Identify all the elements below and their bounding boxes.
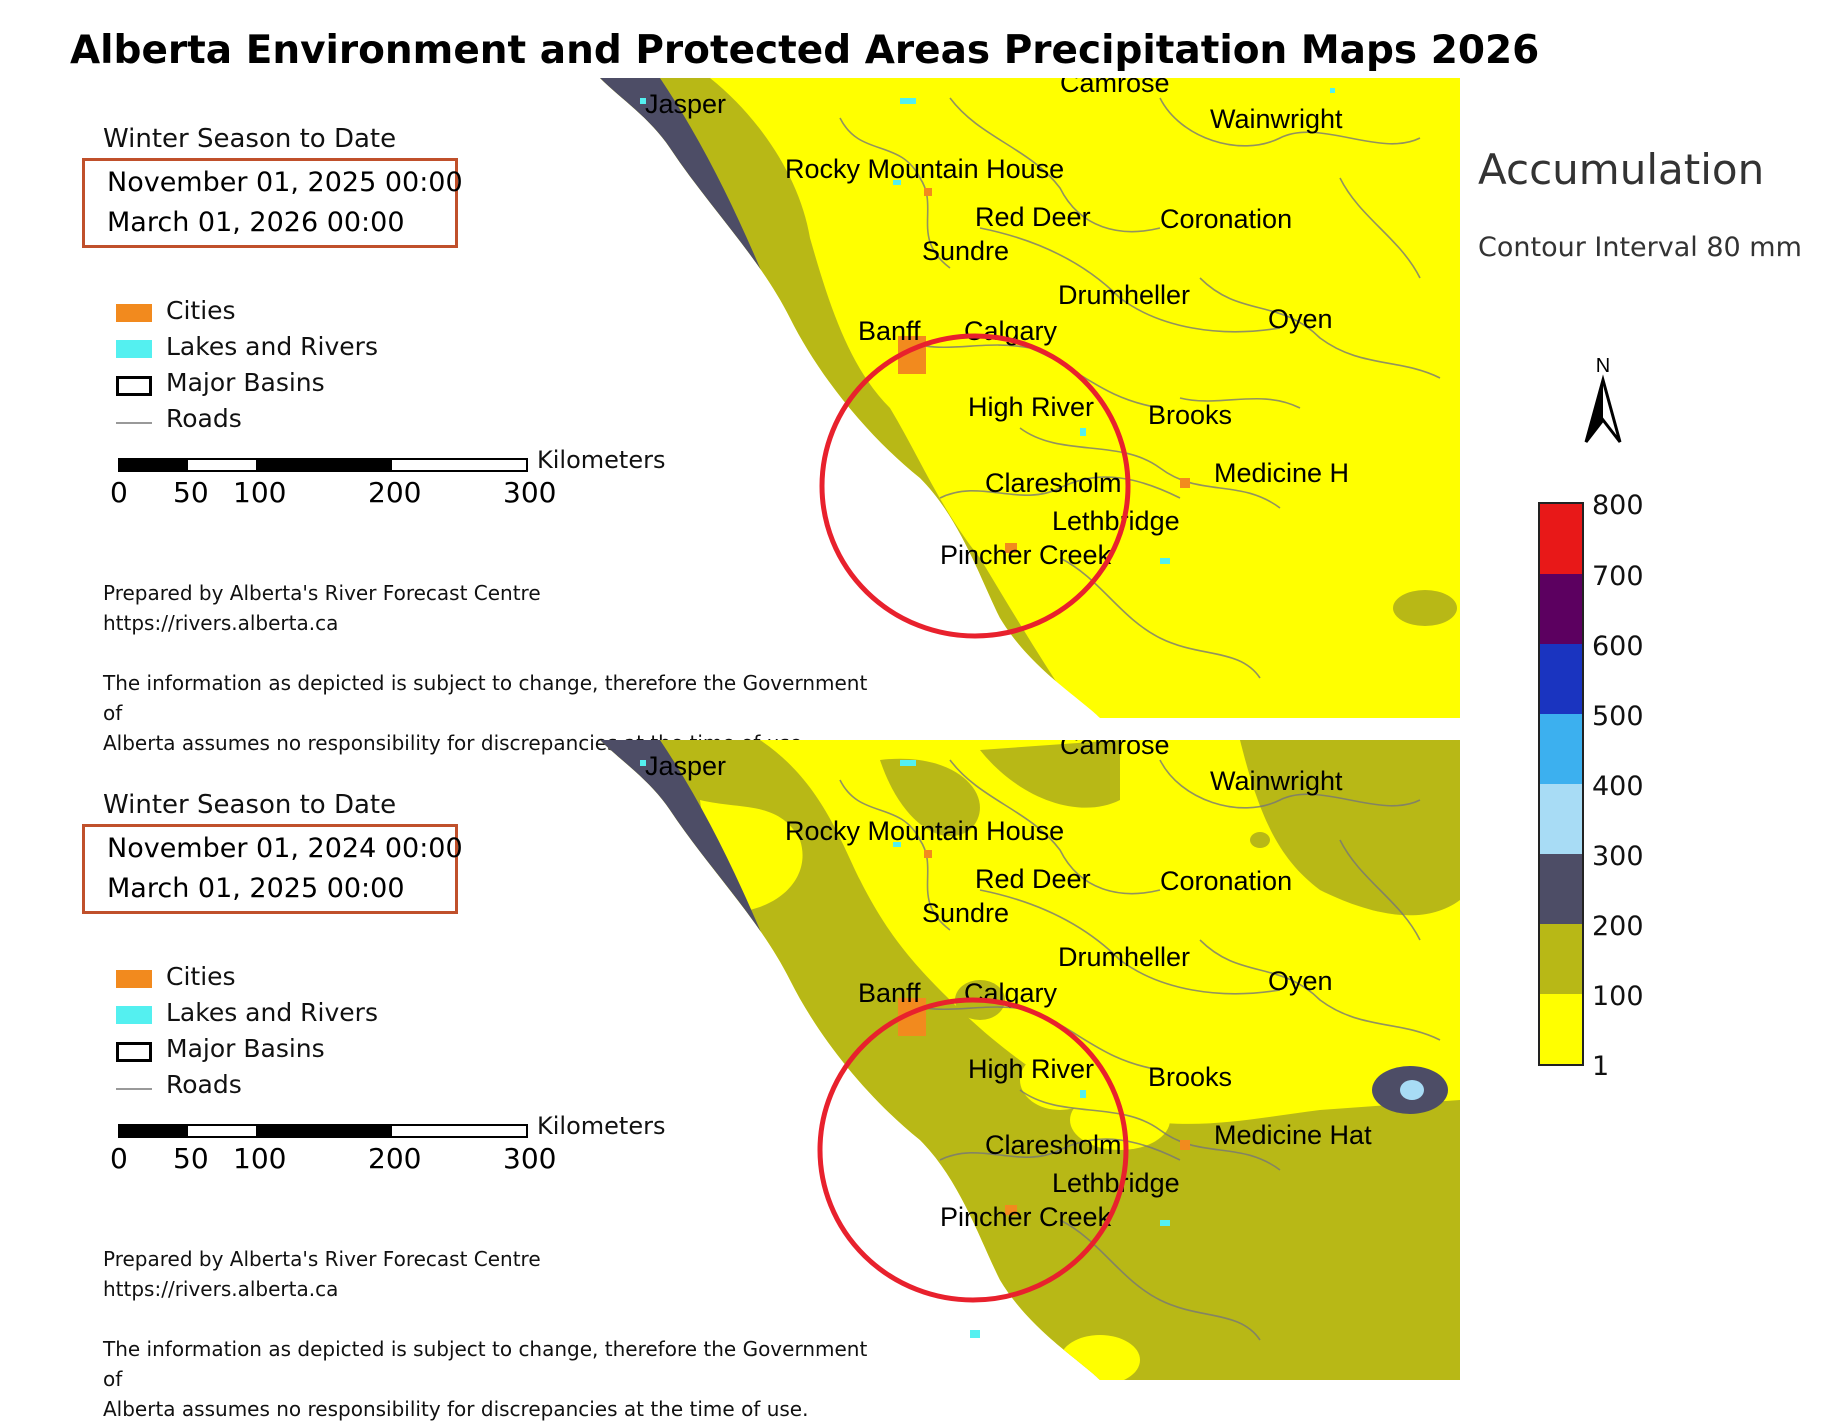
map-label: Wainwright: [1210, 104, 1343, 134]
end-date: March 01, 2026 00:00: [107, 207, 405, 238]
end-date: March 01, 2025 00:00: [107, 873, 405, 904]
credits: Prepared by Alberta's River Forecast Cen…: [103, 1244, 541, 1304]
credits: Prepared by Alberta's River Forecast Cen…: [103, 578, 541, 638]
lake-swatch-icon: [116, 340, 152, 358]
map-label: Drumheller: [1058, 942, 1190, 972]
highlight-circle: [817, 997, 1129, 1303]
map-label: High River: [968, 392, 1094, 422]
disclaimer: The information as depicted is subject t…: [103, 1337, 868, 1421]
map-label: Jasper: [645, 89, 726, 119]
scale-tick: 300: [503, 1142, 557, 1175]
scale-bar: [118, 1124, 528, 1138]
scale-tick: 300: [503, 476, 557, 509]
date-range-box: November 01, 2025 00:00 March 01, 2026 0…: [82, 158, 463, 248]
map-label: Pincher Creek: [940, 540, 1112, 570]
color-class-700-800: [1540, 504, 1582, 574]
date-range-box: November 01, 2024 00:00 March 01, 2025 0…: [82, 824, 463, 914]
map-label: Rocky Mountain House: [785, 816, 1064, 846]
color-bar-label: 400: [1592, 771, 1644, 802]
map-label: Rocky Mountain House: [785, 154, 1064, 184]
scale-tick: 50: [173, 1142, 209, 1175]
map-label: Sundre: [922, 898, 1009, 928]
city-swatch-icon: [116, 304, 152, 322]
color-bar-label: 800: [1592, 490, 1644, 521]
scale-unit: Kilometers: [537, 446, 666, 474]
map-panel-2026: Winter Season to Date November 01, 2025 …: [0, 78, 1460, 755]
basin-box-icon: [116, 1042, 152, 1062]
color-class-1-100: [1540, 994, 1582, 1064]
page-title: Alberta Environment and Protected Areas …: [70, 28, 1540, 73]
scale-tick: 200: [368, 476, 422, 509]
map-label: Banff: [858, 978, 921, 1008]
color-bar-label: 300: [1592, 841, 1644, 872]
precipitation-map-2025: Jasper Camrose Wainwright Rocky Mountain…: [560, 740, 1460, 1380]
map-label: Red Deer: [975, 202, 1091, 232]
map-label: Coronation: [1160, 204, 1292, 234]
lake-swatch-icon: [116, 1006, 152, 1024]
map-label: Jasper: [645, 751, 726, 781]
start-date: November 01, 2025 00:00: [107, 167, 463, 198]
source-link[interactable]: https://rivers.alberta.ca: [103, 611, 339, 635]
color-class-600-700: [1540, 574, 1582, 644]
map-label: Lethbridge: [1052, 506, 1180, 536]
scale-tick: 0: [110, 476, 128, 509]
map-label: Medicine Hat: [1214, 1120, 1372, 1150]
scale-tick: 0: [110, 1142, 128, 1175]
color-class-200-300: [1540, 854, 1582, 924]
scale-bar: [118, 458, 528, 472]
source-link[interactable]: https://rivers.alberta.ca: [103, 1277, 339, 1301]
disclaimer: The information as depicted is subject t…: [103, 671, 868, 755]
map-label: Banff: [858, 316, 921, 346]
map-panel-2025: Winter Season to Date November 01, 2024 …: [0, 740, 1460, 1421]
highlight-circle: [819, 333, 1131, 639]
scale-unit: Kilometers: [537, 1112, 666, 1140]
scale-tick: 100: [233, 476, 287, 509]
map-label: Claresholm: [985, 468, 1122, 498]
road-line-icon: [116, 1088, 152, 1090]
map-label: Brooks: [1148, 400, 1232, 430]
start-date: November 01, 2024 00:00: [107, 833, 463, 864]
scale-tick: 100: [233, 1142, 287, 1175]
map-label: High River: [968, 1054, 1094, 1084]
map-label: Brooks: [1148, 1062, 1232, 1092]
map-label: Medicine H: [1214, 458, 1349, 488]
season-label: Winter Season to Date: [103, 790, 397, 820]
color-bar-label: 700: [1592, 561, 1644, 592]
scale-tick: 50: [173, 476, 209, 509]
color-class-500-600: [1540, 644, 1582, 714]
accumulation-color-bar: [1538, 502, 1584, 1066]
precipitation-map-2026: Jasper Camrose Wainwright Rocky Mountain…: [560, 78, 1460, 718]
basin-box-icon: [116, 376, 152, 396]
color-bar-label: 500: [1592, 701, 1644, 732]
color-bar-label: 200: [1592, 911, 1644, 942]
north-label: N: [1596, 356, 1610, 377]
city-swatch-icon: [116, 970, 152, 988]
color-bar-label: 100: [1592, 981, 1644, 1012]
map-label: Oyen: [1268, 966, 1333, 996]
color-bar-label: 600: [1592, 631, 1644, 662]
map-label: Camrose: [1060, 740, 1170, 760]
map-label: Drumheller: [1058, 280, 1190, 310]
map-label: Camrose: [1060, 78, 1170, 98]
color-bar-label: 1: [1592, 1051, 1610, 1082]
map-label: Oyen: [1268, 304, 1333, 334]
map-label: Coronation: [1160, 866, 1292, 896]
contour-interval: Contour Interval 80 mm: [1478, 232, 1802, 263]
accumulation-title: Accumulation: [1478, 145, 1765, 194]
color-class-400-500: [1540, 714, 1582, 784]
color-class-300-400: [1540, 784, 1582, 854]
scale-tick: 200: [368, 1142, 422, 1175]
road-line-icon: [116, 422, 152, 424]
map-label: Lethbridge: [1052, 1168, 1180, 1198]
color-class-100-200: [1540, 924, 1582, 994]
map-label: Sundre: [922, 236, 1009, 266]
map-label: Red Deer: [975, 864, 1091, 894]
map-label: Pincher Creek: [940, 1202, 1112, 1232]
map-label: Claresholm: [985, 1130, 1122, 1160]
season-label: Winter Season to Date: [103, 124, 397, 154]
north-arrow-icon: N: [1580, 355, 1626, 451]
map-label: Wainwright: [1210, 766, 1343, 796]
